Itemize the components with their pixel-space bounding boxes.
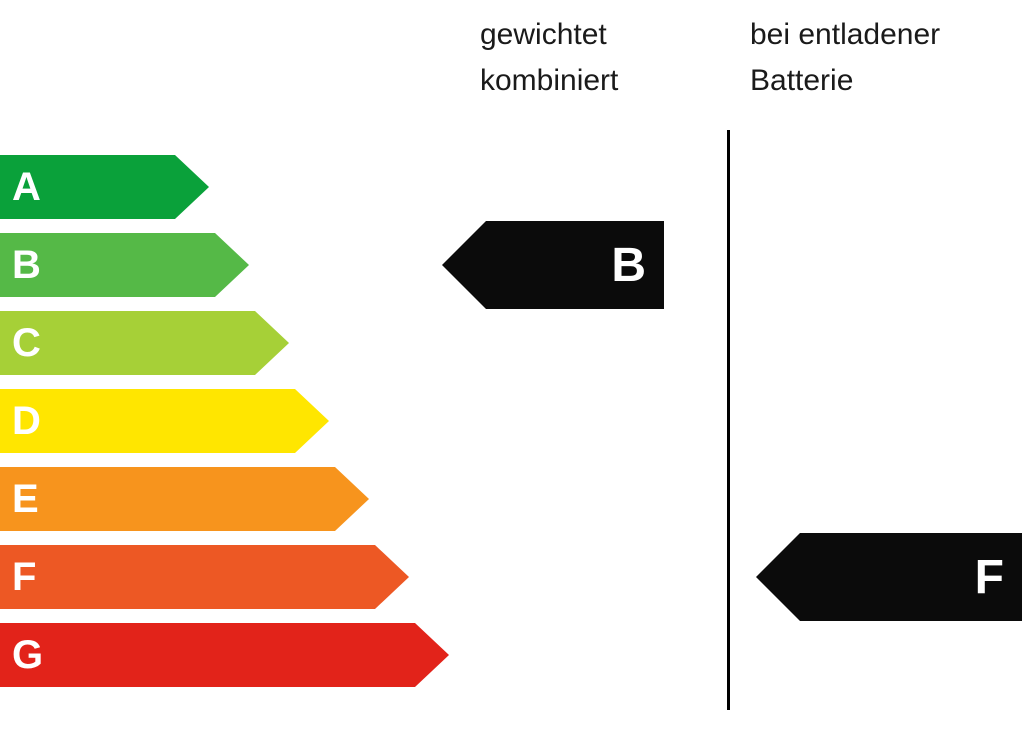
energy-bar-letter: B	[12, 233, 41, 297]
header-col1-line1: gewichtet	[480, 12, 607, 57]
energy-bar-letter: E	[12, 467, 39, 531]
header-col2-line1: bei entladener	[750, 12, 940, 57]
energy-bar-letter: F	[12, 545, 36, 609]
energy-bar-shape	[0, 467, 369, 531]
energy-bar-shape	[0, 389, 329, 453]
header-col1-line2: kombiniert	[480, 58, 618, 103]
pointer-label: B	[611, 221, 646, 309]
energy-bar-shape	[0, 623, 449, 687]
energy-bar-letter: A	[12, 155, 41, 219]
energy-bar-letter: D	[12, 389, 41, 453]
energy-bar-letter: G	[12, 623, 43, 687]
energy-bar-shape	[0, 545, 409, 609]
rating-pointer-f: F	[756, 533, 1022, 621]
energy-bar-shape	[0, 311, 289, 375]
energy-bar-letter: C	[12, 311, 41, 375]
column-divider	[727, 130, 730, 710]
header-col2-line2: Batterie	[750, 58, 853, 103]
pointer-label: F	[975, 533, 1004, 621]
rating-pointer-b: B	[442, 221, 664, 309]
